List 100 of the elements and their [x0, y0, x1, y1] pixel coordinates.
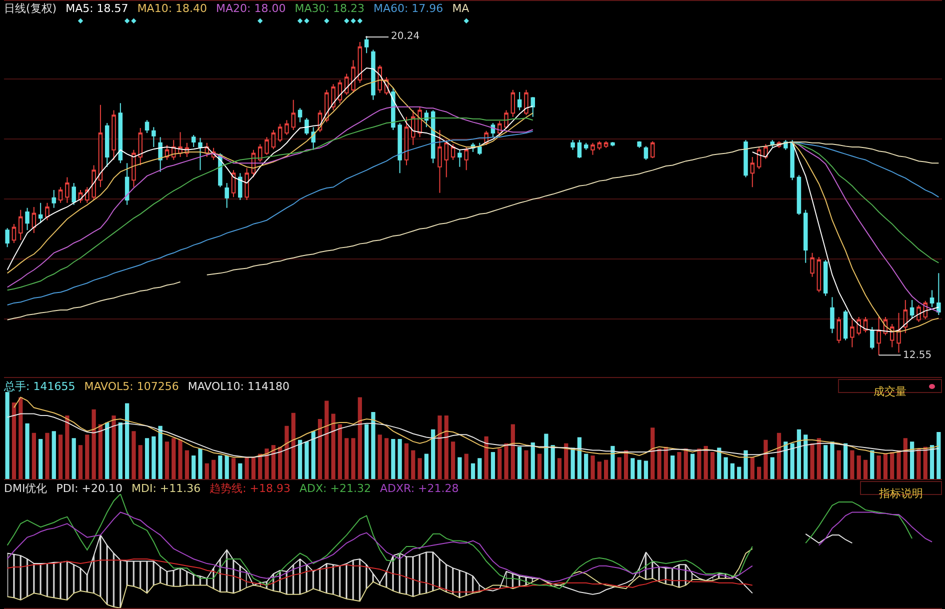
- bar: [590, 456, 595, 479]
- bar: [644, 460, 648, 479]
- candlestick: [796, 174, 802, 216]
- text: MA20: 18.00: [216, 2, 286, 15]
- bar: [218, 456, 222, 479]
- candlestick: [764, 144, 768, 160]
- bar: [750, 457, 754, 479]
- bar: [577, 437, 582, 479]
- candlestick: [304, 118, 309, 136]
- bar: [478, 458, 482, 479]
- bar: [404, 443, 409, 479]
- bar: [584, 454, 588, 479]
- bar: [810, 443, 814, 479]
- bar: [391, 438, 396, 479]
- bar: [850, 450, 854, 479]
- candlestick: [803, 209, 808, 264]
- bar: [371, 412, 376, 479]
- candlestick: [836, 316, 842, 344]
- bar: [211, 460, 216, 479]
- bar: [52, 431, 56, 479]
- bar: [724, 457, 728, 479]
- bar: [18, 397, 23, 479]
- candlestick: [258, 144, 262, 162]
- candlestick: [604, 140, 608, 148]
- bar: [504, 443, 508, 479]
- candlestick: [271, 130, 276, 150]
- bar: [637, 460, 642, 479]
- bar: [470, 463, 476, 479]
- candlestick: [52, 190, 56, 208]
- bar: [351, 438, 356, 479]
- bar: [224, 456, 229, 479]
- bar: [344, 438, 349, 479]
- text: MA10: 18.40: [137, 2, 208, 15]
- bar: [72, 438, 76, 479]
- candlestick: [5, 228, 10, 248]
- bar: [118, 422, 122, 479]
- bar: [58, 434, 63, 479]
- bar: [311, 431, 316, 479]
- bar: [112, 415, 116, 479]
- candlestick: [411, 110, 416, 146]
- bar: [570, 448, 575, 479]
- bar: [12, 402, 16, 479]
- candlestick: [570, 139, 575, 150]
- bar: [710, 452, 715, 479]
- chart-title: DMI优化: [4, 482, 48, 495]
- series-label: 总手: 141655: [4, 380, 76, 393]
- bar: [278, 446, 282, 479]
- bar: [717, 448, 722, 479]
- bar: [144, 438, 150, 479]
- bar: [298, 440, 302, 479]
- bar: [650, 428, 655, 479]
- bar: [684, 448, 688, 479]
- bar: [843, 443, 848, 479]
- bar: [557, 458, 562, 479]
- bar: [490, 452, 496, 479]
- candlestick: [238, 172, 242, 200]
- bar: [25, 423, 30, 479]
- candlestick: [45, 202, 50, 221]
- bar: [238, 463, 242, 479]
- candlestick: [930, 290, 934, 308]
- candlestick: [311, 126, 316, 150]
- candlestick: [191, 134, 196, 148]
- candlestick: [530, 96, 535, 118]
- bar: [923, 446, 928, 479]
- bar: [870, 450, 874, 479]
- bar: [604, 460, 608, 479]
- bar: [291, 412, 296, 479]
- candlestick: [198, 137, 202, 171]
- bar: [172, 438, 176, 479]
- bar: [544, 434, 548, 479]
- bar: [730, 463, 735, 479]
- bar: [450, 442, 456, 479]
- candlestick: [244, 168, 249, 200]
- candlestick: [32, 206, 36, 234]
- candlestick: [597, 140, 602, 150]
- bar: [830, 442, 834, 479]
- candlestick: [637, 140, 642, 148]
- candlestick: [18, 209, 23, 241]
- candlestick: [843, 309, 848, 341]
- bar: [510, 424, 515, 479]
- text: MA60: 17.96: [373, 2, 444, 15]
- candlestick: [610, 142, 615, 147]
- bar: [431, 429, 436, 479]
- text: MDI: +11.36: [131, 482, 201, 495]
- bar: [890, 452, 894, 479]
- bar: [610, 446, 615, 479]
- bar: [65, 415, 70, 479]
- bar: [158, 426, 162, 479]
- candlestick: [152, 126, 156, 148]
- bar: [876, 456, 881, 479]
- bar: [244, 457, 249, 479]
- candlestick: [644, 146, 648, 160]
- candlestick: [224, 182, 229, 208]
- candlestick: [577, 139, 582, 159]
- bar: [384, 438, 389, 479]
- bar: [617, 457, 622, 479]
- bar: [804, 434, 808, 479]
- candlestick: [358, 41, 362, 84]
- candlestick: [438, 130, 442, 194]
- bar: [790, 443, 794, 479]
